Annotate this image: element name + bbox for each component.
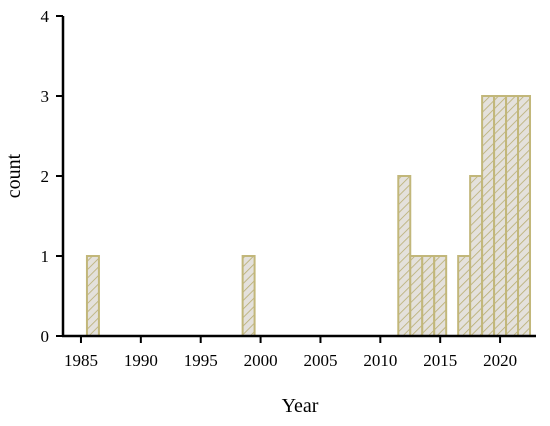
bar-1986: [85, 255, 100, 337]
x-tick-label-1990: 1990: [124, 351, 158, 370]
x-tick-label-1985: 1985: [64, 351, 98, 370]
bar-2013: [409, 255, 424, 337]
y-ticks-group: 0 1 2 3 4: [41, 7, 63, 346]
bar-2015: [433, 255, 448, 337]
x-ticks-group: 1985 1990 1995 2000 2005 2010 2015 2020: [64, 336, 517, 370]
bar-2014: [421, 255, 436, 337]
bar-2017: [457, 255, 472, 337]
x-axis-title: Year: [282, 395, 319, 417]
y-tick-label-2: 2: [41, 167, 50, 186]
x-tick-label-2005: 2005: [303, 351, 337, 370]
x-tick-label-2010: 2010: [363, 351, 397, 370]
x-tick-label-1995: 1995: [184, 351, 218, 370]
x-tick-label-2015: 2015: [423, 351, 457, 370]
bars-group: [85, 95, 532, 337]
bar-1999: [241, 255, 256, 337]
bar-2020: [493, 95, 508, 337]
x-tick-label-2020: 2020: [483, 351, 517, 370]
y-axis-title: count: [3, 153, 25, 198]
bar-2021: [505, 95, 520, 337]
bar-2019: [481, 95, 496, 337]
bar-2022: [517, 95, 532, 337]
y-tick-label-4: 4: [41, 7, 50, 26]
x-tick-label-2000: 2000: [244, 351, 278, 370]
y-tick-label-1: 1: [41, 247, 50, 266]
bar-2012: [397, 175, 412, 337]
bar-2018: [469, 175, 484, 337]
y-tick-label-0: 0: [41, 327, 50, 346]
y-tick-label-3: 3: [41, 87, 50, 106]
